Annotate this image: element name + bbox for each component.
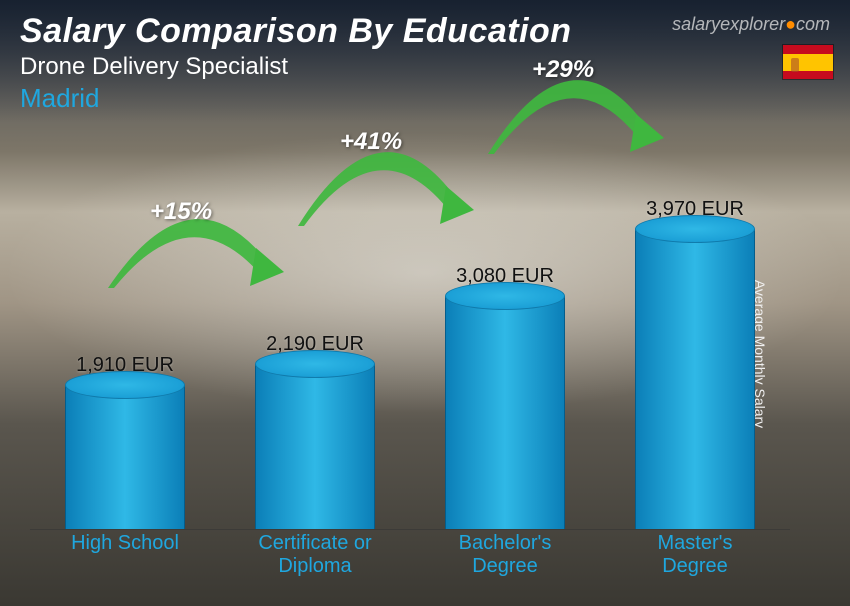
bar-shape [65,385,185,529]
bar-2: 3,080 EUR [410,265,600,529]
bar-shape [255,364,375,529]
category-label-0: High School [30,528,220,578]
watermark-suffix: com [796,14,830,34]
pct-increase-1: +41% [340,128,402,156]
bars-container: 1,910 EUR2,190 EUR3,080 EUR3,970 EUR [30,130,790,530]
category-label-1: Certificate orDiploma [220,528,410,578]
bar-shape [635,229,755,529]
pct-increase-2: +29% [532,56,594,84]
flag-icon [782,44,834,80]
pct-increase-0: +15% [150,198,212,226]
watermark: salaryexplorer●com [672,14,830,35]
category-labels: High SchoolCertificate orDiplomaBachelor… [30,528,790,578]
category-label-3: Master'sDegree [600,528,790,578]
header: Salary Comparison By Education Drone Del… [0,0,850,122]
bar-shape [445,296,565,529]
watermark-prefix: salaryexplorer [672,14,785,34]
bar-3: 3,970 EUR [600,198,790,529]
bar-1: 2,190 EUR [220,333,410,529]
bar-0: 1,910 EUR [30,354,220,529]
dot-icon: ● [785,14,796,34]
location-label: Madrid [20,83,830,114]
category-label-2: Bachelor'sDegree [410,528,600,578]
job-title: Drone Delivery Specialist [20,53,830,81]
bar-chart: Average Monthly Salary 1,910 EUR2,190 EU… [30,130,790,578]
